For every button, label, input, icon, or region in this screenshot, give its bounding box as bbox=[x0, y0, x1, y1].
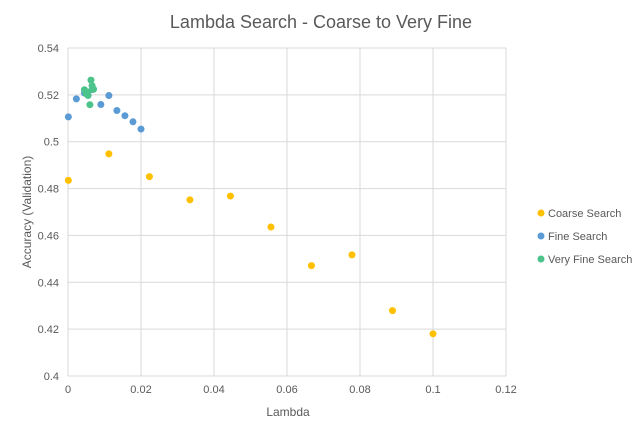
point-very-fine-search bbox=[89, 84, 97, 92]
legend-label-very-fine-search: Very Fine Search bbox=[548, 254, 632, 266]
point-fine-search bbox=[137, 125, 145, 133]
point-fine-search bbox=[105, 92, 113, 100]
legend-label-fine-search: Fine Search bbox=[548, 231, 607, 243]
gridlines bbox=[67, 47, 507, 377]
point-coarse-search bbox=[388, 307, 396, 315]
x-tick-label: 0.06 bbox=[276, 384, 297, 396]
y-tick-label: 0.4 bbox=[44, 371, 59, 383]
y-tick-label: 0.52 bbox=[38, 90, 59, 102]
y-tick-label: 0.42 bbox=[38, 324, 59, 336]
data-points bbox=[64, 76, 437, 338]
legend: Coarse Search Fine Search Very Fine Search bbox=[537, 208, 632, 266]
x-axis-ticks: 0 0.02 0.04 0.06 0.08 0.1 0.12 bbox=[65, 384, 517, 396]
legend-marker-very-fine-search bbox=[537, 255, 545, 263]
chart-title: Lambda Search - Coarse to Very Fine bbox=[170, 12, 472, 32]
point-coarse-search bbox=[307, 262, 315, 270]
point-fine-search bbox=[113, 107, 121, 115]
x-tick-label: 0 bbox=[65, 384, 71, 396]
point-fine-search bbox=[64, 113, 72, 121]
legend-marker-coarse-search bbox=[537, 209, 545, 217]
legend-marker-fine-search bbox=[537, 232, 545, 240]
y-tick-label: 0.5 bbox=[44, 137, 59, 149]
x-tick-label: 0.1 bbox=[425, 384, 440, 396]
y-tick-label: 0.46 bbox=[38, 230, 59, 242]
x-tick-label: 0.08 bbox=[349, 384, 370, 396]
point-very-fine-search bbox=[82, 88, 90, 96]
x-tick-label: 0.02 bbox=[130, 384, 151, 396]
y-tick-label: 0.54 bbox=[38, 43, 59, 55]
point-coarse-search bbox=[145, 173, 153, 181]
y-tick-label: 0.44 bbox=[38, 277, 59, 289]
point-coarse-search bbox=[267, 223, 275, 231]
x-axis-label: Lambda bbox=[266, 405, 310, 419]
point-fine-search bbox=[129, 118, 137, 126]
legend-label-coarse-search: Coarse Search bbox=[548, 208, 621, 220]
point-very-fine-search bbox=[87, 76, 95, 84]
point-coarse-search bbox=[105, 150, 113, 158]
point-fine-search bbox=[121, 112, 129, 120]
y-tick-label: 0.48 bbox=[38, 184, 59, 196]
point-very-fine-search bbox=[86, 101, 94, 109]
y-axis-label: Accuracy (Validation) bbox=[20, 156, 34, 269]
point-fine-search bbox=[72, 95, 80, 103]
x-tick-label: 0.04 bbox=[203, 384, 224, 396]
x-tick-label: 0.12 bbox=[495, 384, 516, 396]
point-coarse-search bbox=[429, 330, 437, 338]
y-axis-ticks: 0.4 0.42 0.44 0.46 0.48 0.5 0.52 0.54 bbox=[38, 43, 59, 383]
point-coarse-search bbox=[64, 176, 72, 184]
point-coarse-search bbox=[348, 251, 356, 259]
point-coarse-search bbox=[226, 192, 234, 200]
point-fine-search bbox=[97, 100, 105, 108]
point-coarse-search bbox=[186, 196, 194, 204]
